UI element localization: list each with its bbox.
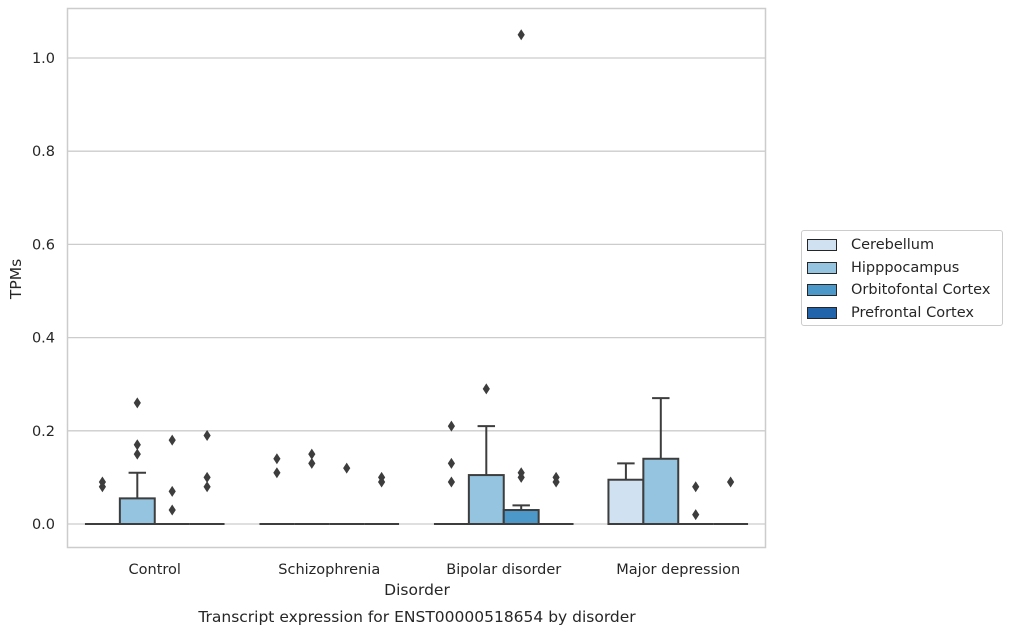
legend-item: Cerebellum <box>802 234 1002 257</box>
legend-label: Orbitofontal Cortex <box>851 282 991 299</box>
legend-swatch <box>807 261 837 274</box>
box-body <box>467 474 505 526</box>
outlier-point <box>447 457 455 469</box>
plot-frame <box>66 7 767 549</box>
outlier-point <box>378 471 386 483</box>
box-orbitofontal-cortex <box>154 434 190 525</box>
outlier-point <box>168 434 176 446</box>
box-hipppocampus <box>467 383 505 526</box>
box-body <box>502 509 540 525</box>
legend-label: Hipppocampus <box>851 259 960 276</box>
box-cerebellum <box>259 453 295 525</box>
outlier-point <box>203 481 211 493</box>
box-orbitofontal-cortex <box>329 462 365 525</box>
boxes <box>84 29 749 526</box>
x-tick-label: Control <box>129 562 181 578</box>
box-hipppocampus <box>118 397 156 525</box>
box-cerebellum <box>433 420 469 525</box>
legend-item: Prefrontal Cortex <box>802 302 1002 325</box>
y-axis-label: TPMs <box>7 259 25 300</box>
outlier-point <box>203 429 211 441</box>
outlier-point <box>273 453 281 465</box>
x-tick-label: Schizophrenia <box>278 562 380 578</box>
y-tick-label: 0.8 <box>32 144 55 160</box>
x-tick-label: Bipolar disorder <box>446 562 561 578</box>
outlier-point <box>517 29 525 41</box>
box-body <box>607 478 645 526</box>
y-tick-label: 0.2 <box>32 424 55 440</box>
box-prefrontal-cortex <box>364 471 400 525</box>
outlier-point <box>692 481 700 493</box>
box-hipppocampus <box>294 448 330 525</box>
outlier-point <box>133 397 141 409</box>
outlier-point <box>517 467 525 479</box>
legend-label: Prefrontal Cortex <box>851 304 974 321</box>
outlier-point <box>447 476 455 488</box>
outlier-point <box>343 462 351 474</box>
legend-swatch <box>807 306 837 319</box>
x-axis-label: Disorder <box>384 581 450 599</box>
chart-caption: Transcript expression for ENST0000051865… <box>197 608 636 626</box>
outlier-point <box>98 476 106 488</box>
outlier-point <box>482 383 490 395</box>
legend-item: Orbitofontal Cortex <box>802 279 1002 302</box>
y-tick-label: 0.6 <box>32 237 55 253</box>
legend-swatch <box>807 239 837 252</box>
box-prefrontal-cortex <box>713 476 749 525</box>
outlier-point <box>552 471 560 483</box>
outlier-point <box>308 448 316 460</box>
box-body <box>642 457 680 526</box>
outlier-point <box>203 471 211 483</box>
legend-item: Hipppocampus <box>802 257 1002 280</box>
y-tick-labels: 0.0 0.2 0.4 0.6 0.8 1.0 <box>32 51 55 533</box>
outlier-point <box>273 467 281 479</box>
outlier-point <box>133 448 141 460</box>
box-cerebellum <box>607 462 645 526</box>
y-tick-label: 0.0 <box>32 517 55 533</box>
legend: Cerebellum Hipppocampus Orbitofontal Corte… <box>801 230 1003 326</box>
outlier-point <box>308 457 316 469</box>
outlier-point <box>168 485 176 497</box>
box-orbitofontal-cortex <box>502 29 540 525</box>
outlier-point <box>168 504 176 516</box>
box-orbitofontal-cortex <box>678 481 714 525</box>
x-tick-label: Major depression <box>616 562 740 578</box>
outlier-point <box>133 439 141 451</box>
legend-label: Cerebellum <box>851 237 935 254</box>
box-body <box>118 497 156 525</box>
box-prefrontal-cortex <box>189 429 225 525</box>
box-cerebellum <box>84 476 120 525</box>
y-tick-label: 0.4 <box>32 331 55 347</box>
box-prefrontal-cortex <box>538 471 574 525</box>
outlier-point <box>447 420 455 432</box>
outlier-point <box>692 509 700 521</box>
y-tick-label: 1.0 <box>32 51 55 67</box>
box-hipppocampus <box>642 397 680 526</box>
outlier-point <box>727 476 735 488</box>
x-tick-labels: Control Schizophrenia Bipolar disorder Majo… <box>129 562 741 578</box>
legend-swatch <box>807 284 837 297</box>
